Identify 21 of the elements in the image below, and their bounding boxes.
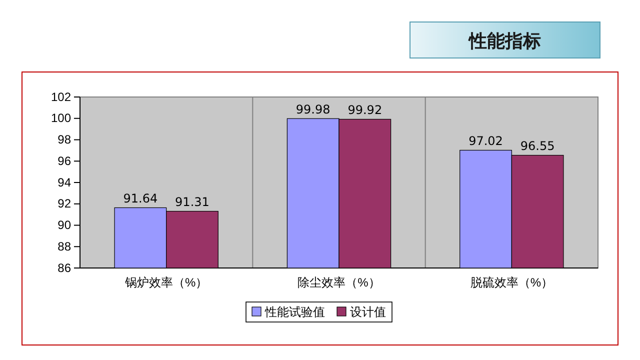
y-tick-label: 88	[58, 239, 72, 254]
y-tick-label: 92	[58, 196, 72, 211]
y-tick-label: 94	[58, 175, 72, 190]
y-tick-label: 98	[58, 132, 72, 147]
data-label: 99.92	[348, 103, 382, 118]
data-label: 96.55	[520, 139, 555, 154]
chart-title: 性能指标	[468, 31, 541, 52]
x-tick-label: 除尘效率（%）	[298, 276, 380, 290]
y-tick-label: 100	[50, 111, 72, 126]
y-tick-label: 86	[58, 260, 72, 275]
y-tick-label: 102	[50, 90, 72, 104]
x-tick-label: 脱硫效率（%）	[470, 276, 554, 290]
x-tick-label: 锅炉效率（%）	[124, 276, 208, 290]
legend-label: 性能试验值	[264, 305, 325, 319]
data-label: 91.31	[175, 195, 210, 210]
y-tick-label: 90	[58, 218, 72, 232]
data-label: 97.02	[468, 134, 503, 148]
legend-label: 设计值	[350, 305, 386, 319]
y-tick-label: 96	[58, 154, 72, 168]
data-label: 99.98	[296, 102, 330, 117]
data-label: 91.64	[123, 192, 158, 206]
